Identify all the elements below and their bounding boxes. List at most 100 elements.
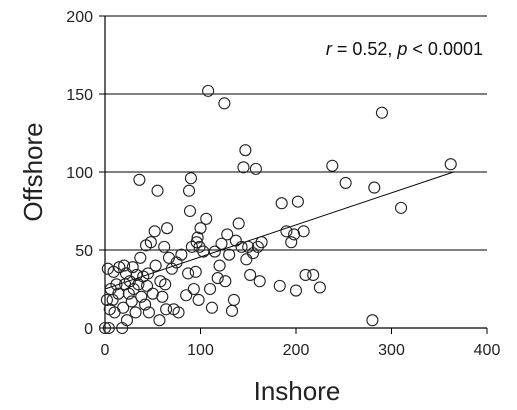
data-point-78 [223, 248, 236, 261]
data-point-105 [326, 159, 339, 172]
data-point-103 [307, 268, 320, 282]
x-tick-label-4: 400 [474, 342, 501, 359]
p-symbol: p [396, 39, 407, 59]
data-point-86 [240, 253, 253, 266]
data-point-26 [133, 173, 146, 186]
data-point-52 [175, 248, 188, 261]
data-point-9 [110, 278, 123, 291]
data-point-77 [221, 228, 234, 241]
data-point-33 [141, 267, 155, 280]
data-point-97 [285, 236, 298, 249]
data-point-75 [218, 97, 231, 110]
data-point-34 [142, 306, 155, 319]
y-tick-label-3: 150 [66, 87, 93, 104]
data-point-69 [204, 282, 217, 296]
data-point-107 [366, 314, 379, 327]
grid-lines [105, 15, 487, 251]
x-tick-label-3: 300 [378, 342, 405, 359]
data-point-82 [232, 217, 245, 230]
data-point-71 [208, 245, 221, 258]
data-point-38 [149, 259, 162, 272]
data-point-40 [153, 314, 166, 327]
data-point-19 [123, 275, 136, 288]
data-point-18 [122, 287, 135, 300]
regression-line [104, 171, 454, 290]
data-point-23 [129, 306, 142, 319]
data-point-70 [205, 301, 219, 314]
y-axis-title: Offshore [18, 122, 48, 221]
data-point-92 [253, 275, 266, 288]
data-point-3 [102, 321, 115, 335]
data-point-24 [130, 268, 143, 282]
data-point-46 [161, 222, 174, 235]
data-point-108 [368, 181, 381, 194]
data-point-93 [255, 236, 268, 249]
data-point-45 [160, 303, 173, 316]
r-value: = 0.52, [332, 39, 398, 59]
p-value: < 0.0001 [407, 39, 483, 59]
data-point-62 [191, 231, 204, 244]
data-point-30 [139, 298, 152, 311]
data-point-60 [189, 265, 202, 278]
plot-frame [99, 15, 488, 334]
data-point-106 [339, 176, 352, 189]
data-point-14 [118, 259, 131, 272]
data-point-80 [227, 293, 240, 306]
data-point-20 [125, 295, 138, 308]
data-point-11 [113, 261, 126, 274]
data-point-99 [289, 284, 303, 297]
data-point-84 [237, 161, 250, 174]
tick-labels: 0 50 100 150 200 0 100 200 300 400 [66, 9, 500, 359]
data-points [98, 84, 457, 335]
data-point-43 [158, 240, 171, 253]
data-point-35 [144, 236, 157, 249]
correlation-annotation: r = 0.52, p < 0.0001 [326, 39, 483, 59]
data-point-37 [148, 225, 161, 238]
data-point-85 [239, 144, 252, 157]
data-point-63 [192, 293, 205, 306]
x-axis-title: Inshore [254, 376, 341, 406]
data-point-102 [299, 268, 312, 282]
data-point-94 [273, 279, 286, 292]
data-point-79 [225, 304, 239, 317]
data-point-22 [127, 282, 140, 296]
data-point-32 [140, 279, 154, 292]
data-point-87 [242, 240, 255, 253]
data-point-13 [117, 301, 130, 314]
y-tick-label-0: 0 [84, 321, 93, 338]
data-point-2 [101, 262, 114, 275]
data-point-74 [215, 237, 228, 250]
x-tick-label-2: 200 [283, 342, 310, 359]
data-point-0 [98, 321, 112, 335]
y-tick-label-2: 100 [66, 165, 93, 182]
data-point-73 [213, 259, 226, 272]
data-point-101 [297, 225, 310, 238]
y-tick-label-1: 50 [75, 243, 93, 260]
x-tick-label-1: 100 [187, 342, 214, 359]
data-point-51 [172, 306, 185, 319]
data-point-17 [120, 314, 134, 327]
data-point-53 [180, 289, 193, 302]
r-symbol: r [326, 39, 333, 59]
data-point-57 [184, 172, 197, 185]
data-point-83 [235, 240, 248, 253]
data-point-110 [394, 201, 408, 214]
data-point-28 [135, 290, 148, 303]
data-point-95 [275, 197, 288, 210]
data-point-54 [182, 267, 195, 280]
data-point-56 [183, 204, 197, 218]
data-point-42 [156, 290, 169, 303]
data-point-39 [151, 184, 164, 197]
data-point-111 [444, 158, 457, 171]
data-point-109 [375, 106, 389, 119]
data-point-76 [219, 275, 232, 288]
data-point-65 [194, 222, 207, 235]
data-point-96 [280, 225, 293, 238]
data-point-44 [159, 278, 172, 291]
data-point-27 [134, 251, 147, 264]
data-point-88 [244, 268, 257, 282]
y-tick-label-4: 200 [66, 9, 93, 26]
data-point-48 [165, 262, 178, 275]
data-point-72 [211, 272, 224, 285]
data-point-55 [182, 184, 196, 197]
